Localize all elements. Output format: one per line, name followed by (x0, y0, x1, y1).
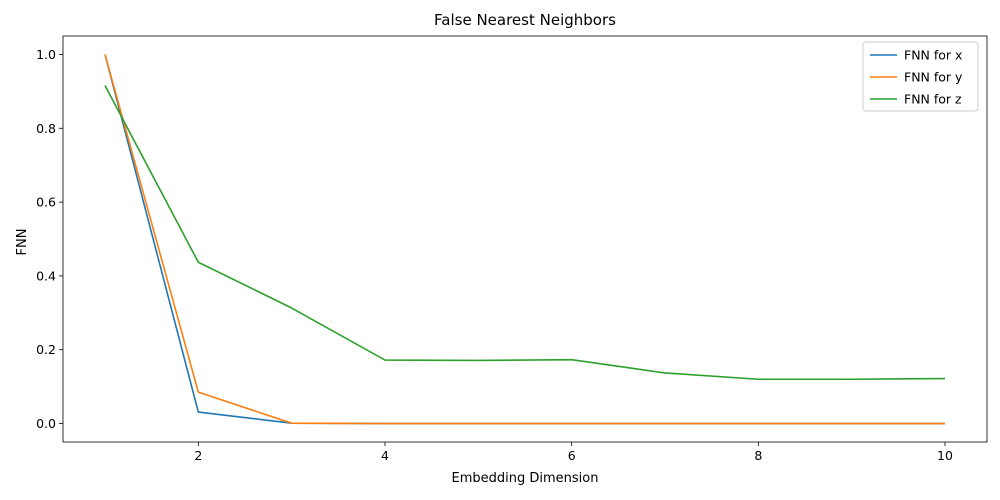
series-line-2 (104, 54, 945, 425)
y-tick-label: 0.8 (36, 121, 56, 136)
chart-title: False Nearest Neighbors (434, 11, 616, 29)
y-tick-label: 0.6 (36, 195, 56, 210)
series-layer (104, 54, 946, 425)
y-tick-label: 1.0 (36, 47, 56, 62)
series-line-3 (104, 85, 946, 381)
y-tick-label: 0.0 (36, 416, 56, 431)
legend-label-3: FNN for z (904, 92, 962, 107)
y-tick-label: 0.2 (36, 342, 56, 357)
y-axis-label: FNN (15, 229, 30, 256)
legend-box (862, 41, 979, 112)
legend-label-2: FNN for y (904, 70, 963, 85)
legend: FNN for x FNN for y FNN for z (862, 41, 979, 112)
x-tick-label: 4 (381, 448, 389, 463)
y-axis-ticks: 0.0 0.2 0.4 0.6 0.8 1.0 (36, 47, 63, 431)
x-tick-label: 10 (937, 448, 953, 463)
x-tick-label: 6 (568, 448, 576, 463)
plot-area: 2 4 6 8 10 0.0 0.2 0.4 0.6 0.8 1.0 (36, 35, 988, 463)
x-axis-label: Embedding Dimension (452, 471, 599, 486)
series-line-1 (104, 54, 945, 425)
y-tick-label: 0.4 (36, 268, 56, 283)
x-axis-ticks: 2 4 6 8 10 (194, 442, 953, 463)
x-tick-label: 8 (754, 448, 762, 463)
plot-frame (62, 35, 988, 443)
legend-label-1: FNN for x (904, 48, 962, 63)
x-tick-label: 2 (194, 448, 202, 463)
